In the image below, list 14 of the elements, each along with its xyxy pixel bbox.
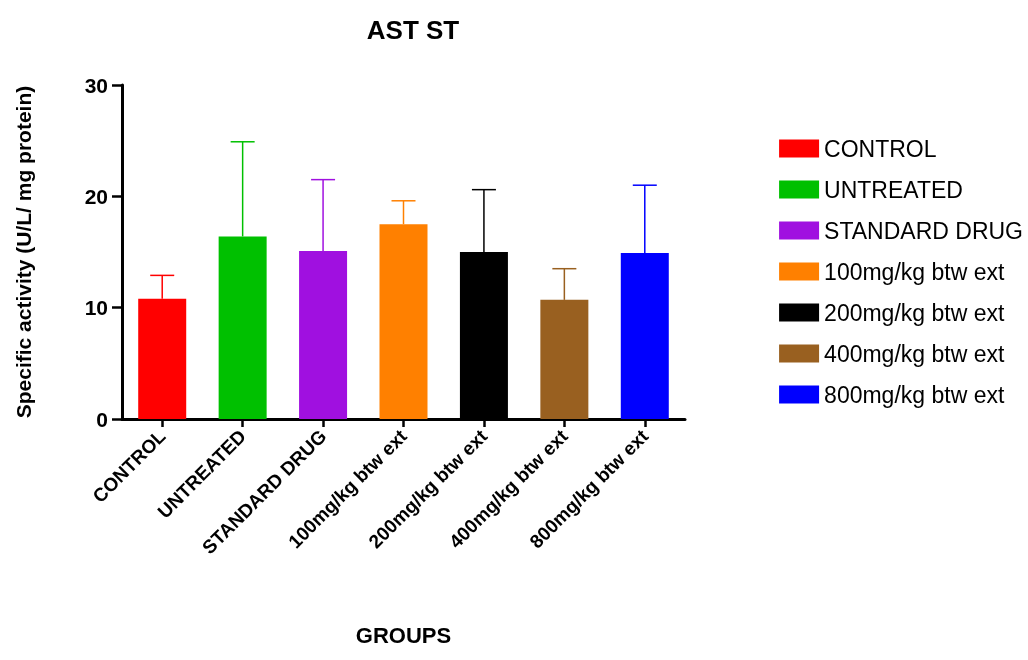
y-tick-label: 20 xyxy=(84,184,108,208)
legend-label: STANDARD DRUG xyxy=(824,217,1024,244)
legend-label: 400mg/kg btw ext xyxy=(824,340,1005,367)
y-tick-label: 10 xyxy=(84,296,108,320)
legend-label: 200mg/kg btw ext xyxy=(824,299,1005,326)
y-tick-label: 30 xyxy=(84,73,108,97)
legend-label: UNTREATED xyxy=(824,176,963,203)
x-axis-title: GROUPS xyxy=(355,622,452,648)
legend-label: CONTROL xyxy=(824,135,937,162)
legend-label: 800mg/kg btw ext xyxy=(824,381,1005,408)
chart-title: AST ST xyxy=(366,15,460,45)
legend-label: 100mg/kg btw ext xyxy=(824,258,1005,285)
y-axis-title: Specific activity (U/L/ mg protein) xyxy=(12,85,35,419)
y-tick-label: 0 xyxy=(96,407,108,431)
